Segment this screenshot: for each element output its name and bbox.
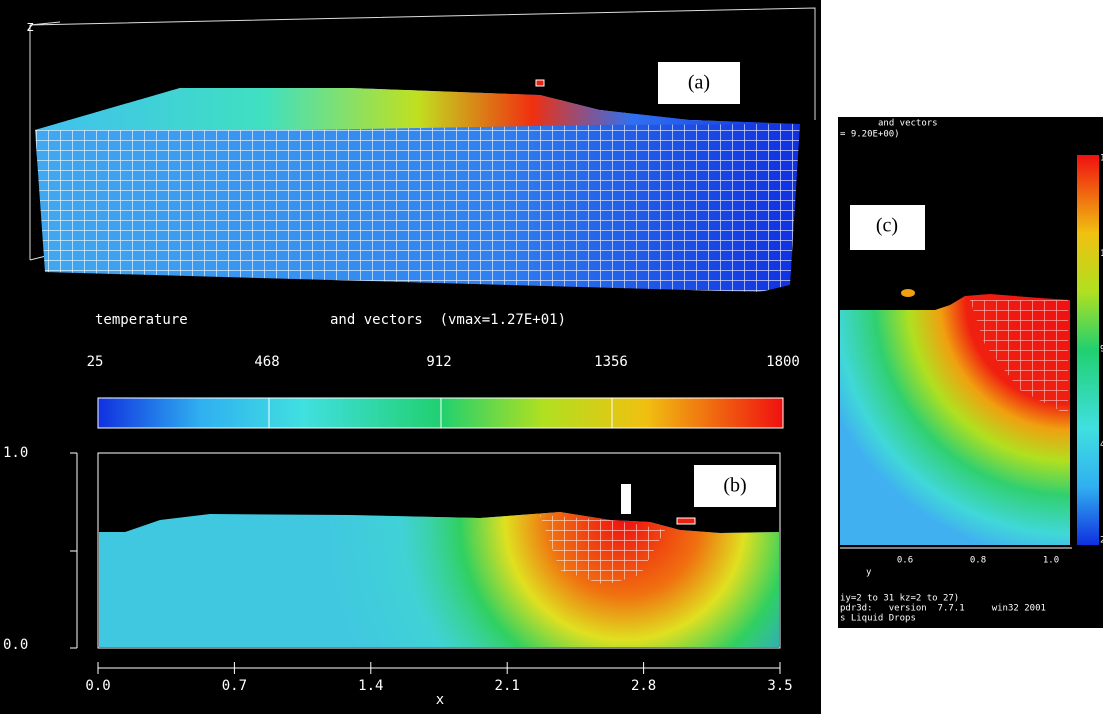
x-tick-label: 1.4 (358, 678, 383, 694)
droplet (536, 80, 544, 86)
colorbar-tick-label: 25 (1100, 536, 1111, 546)
colorbar-tick-label: 468 (254, 354, 279, 370)
x-label: x (436, 692, 444, 708)
caption: and vectors (vmax=1.27E+01) (330, 312, 566, 328)
x-label: y (866, 568, 872, 578)
footer: pdr3d: version 7.7.1 win32 2001 (840, 604, 1046, 614)
colorbar-tick-label: 1800 (766, 354, 800, 370)
colorbar-tick-label: 1800 (1100, 154, 1117, 164)
x-tick-label: 0.8 (970, 556, 986, 566)
colorbar-tick-label: 468 (1100, 440, 1116, 450)
colorbar-tick-label: 912 (1100, 345, 1116, 355)
x-tick-label: 0.6 (897, 556, 913, 566)
colorbar-tick-label: 25 (87, 354, 104, 370)
footer: s Liquid Drops (840, 614, 916, 624)
colorbar-tick-label: 912 (426, 354, 451, 370)
droplet (677, 518, 695, 524)
x-tick-label: 2.1 (495, 678, 520, 694)
colorbar (1077, 155, 1099, 545)
footer: iy=2 to 31 kz=2 to 27) (840, 594, 959, 604)
colorbar-tick-label: 1356 (1100, 249, 1117, 259)
x-tick-label: 0.7 (222, 678, 247, 694)
tag: (b) (723, 475, 746, 497)
colorbar-tick-label: 1356 (594, 354, 628, 370)
field-hot (99, 512, 779, 647)
tag: (c) (876, 215, 898, 237)
z-label: z (26, 19, 34, 35)
x-tick-label: 3.5 (767, 678, 792, 694)
x-tick-label: 2.8 (631, 678, 656, 694)
page: z (a) temperature and vectors (vmax=1.27… (0, 0, 1117, 718)
tag: (a) (688, 72, 710, 94)
x-tick-label: 1.0 (1043, 556, 1059, 566)
figure: z (a) temperature and vectors (vmax=1.27… (0, 0, 1117, 714)
y-tick-label: 1.0 (3, 445, 28, 461)
droplet (621, 484, 631, 514)
y-tick-label: 0.0 (3, 637, 28, 653)
caption: temperature (95, 312, 188, 328)
droplet (901, 289, 915, 297)
x-tick-label: 0.0 (85, 678, 110, 694)
header: and vectors (878, 119, 938, 129)
header: = 9.20E+00) (840, 130, 900, 140)
